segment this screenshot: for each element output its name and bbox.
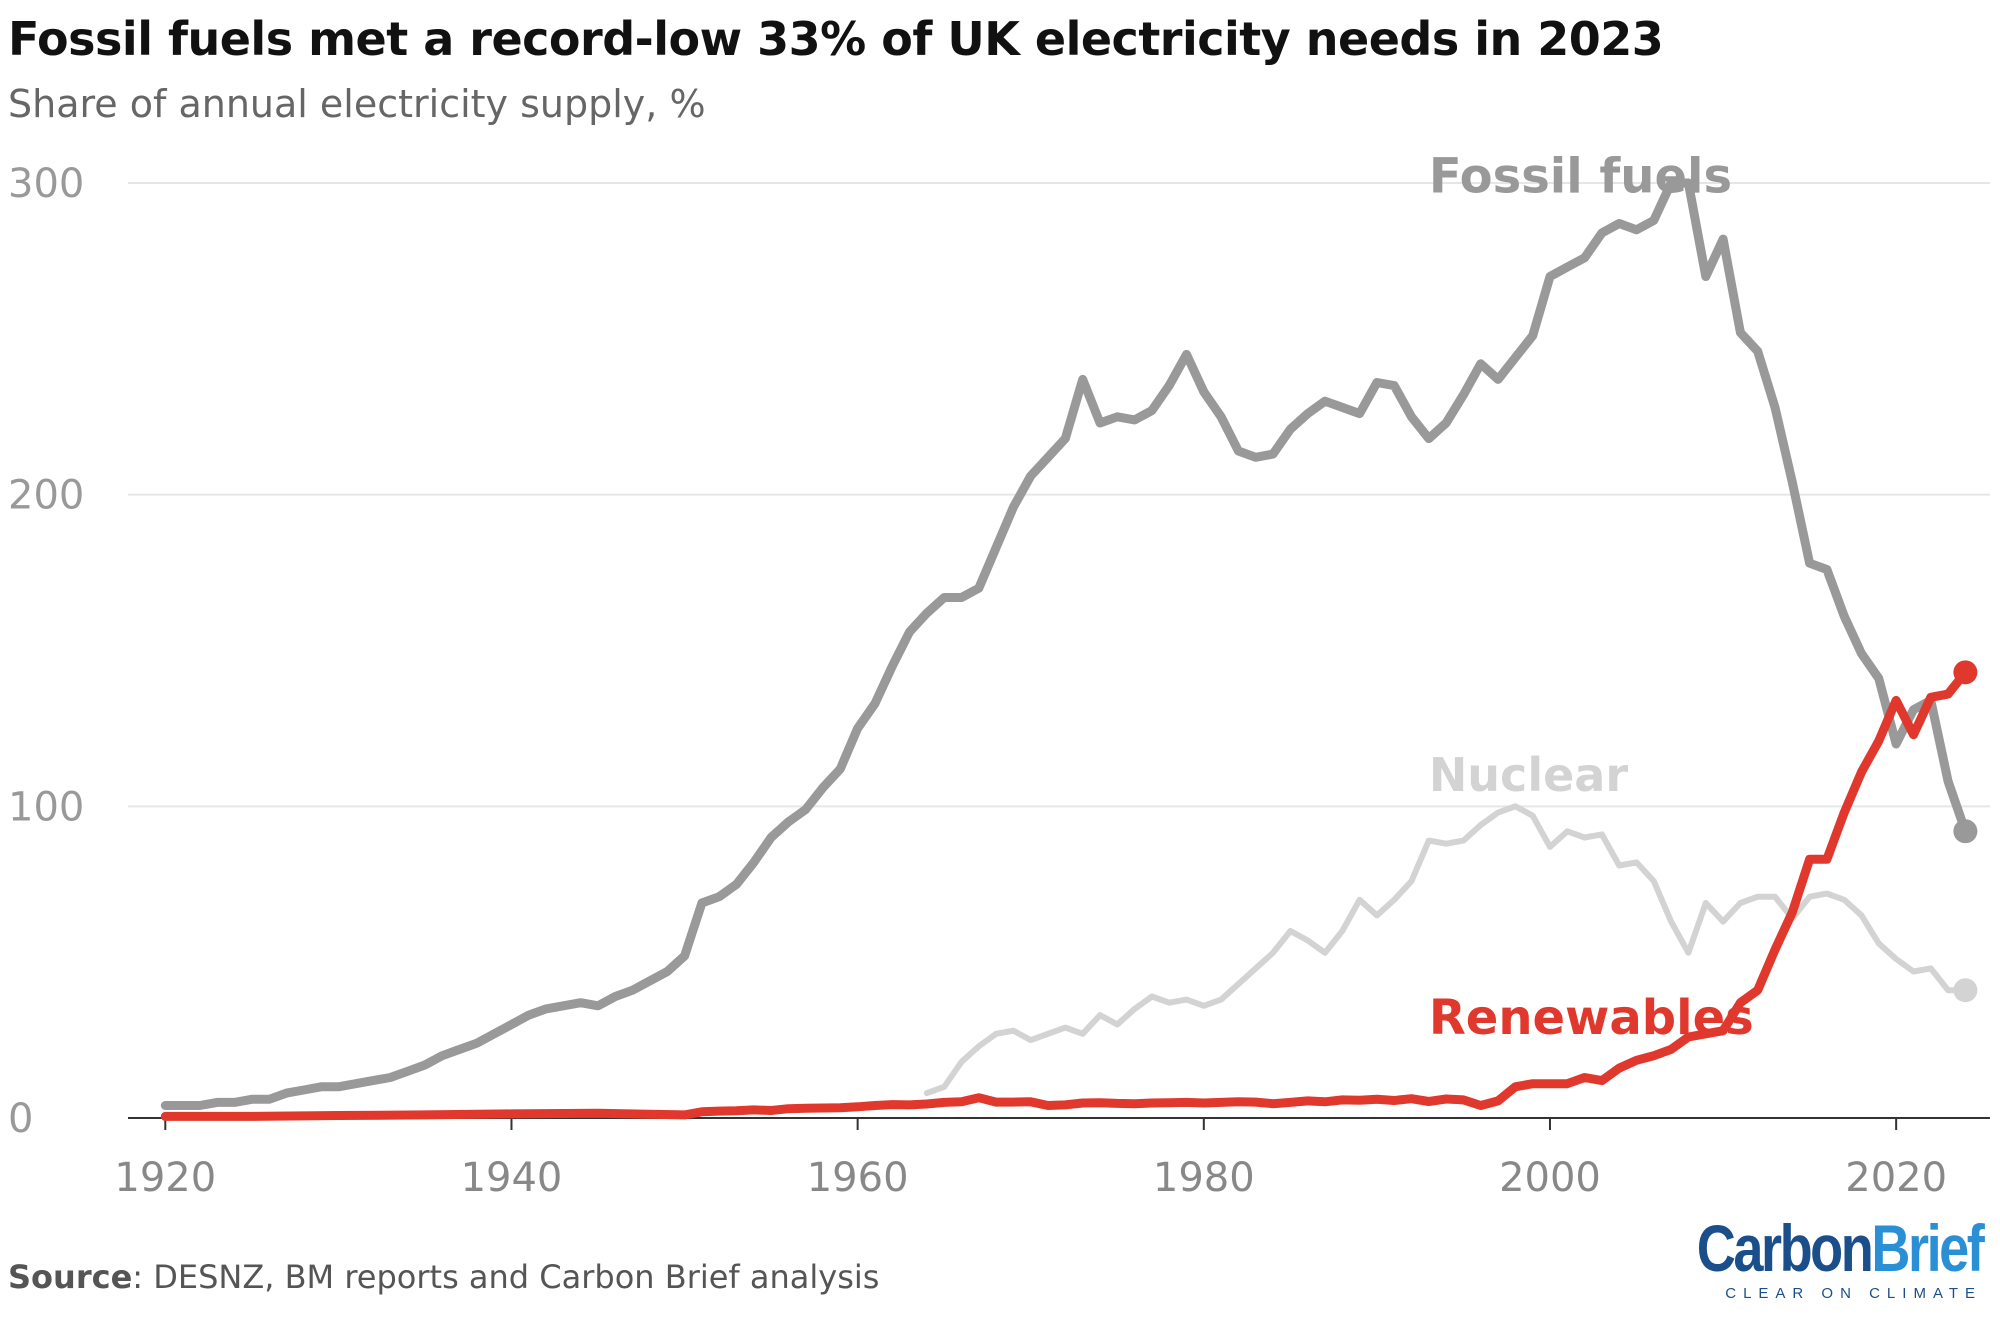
source-text: : DESNZ, BM reports and Carbon Brief ana…: [132, 1258, 880, 1296]
source-note: Source: DESNZ, BM reports and Carbon Bri…: [8, 1258, 879, 1296]
carbon-brief-logo[interactable]: CarbonBrief CLEAR ON CLIMATE: [1634, 1215, 1984, 1302]
logo-tagline: CLEAR ON CLIMATE: [1725, 1285, 1982, 1302]
nuclear-line: [923, 803, 1969, 1097]
y-tick-label: 200: [8, 473, 84, 519]
renewables-label: Renewables: [1429, 990, 1754, 1046]
x-tick-label: 2020: [1845, 1155, 1947, 1201]
renewables-line: [160, 667, 1970, 1121]
axis-layer: 0 100 200 300 1920 1940 1960 1980 2000 2020: [8, 161, 1947, 1201]
logo-brief: Brief: [1870, 1211, 1984, 1285]
fossil-fuels-label: Fossil fuels: [1429, 148, 1732, 204]
logo-wordmark: CarbonBrief: [1696, 1215, 1984, 1281]
logo-carbon: Carbon: [1696, 1211, 1873, 1285]
chart-title: Fossil fuels met a record-low 33% of UK …: [8, 12, 1664, 66]
y-tick-label: 100: [8, 784, 84, 830]
fossil-fuels-end-marker: [1953, 819, 1978, 844]
x-tick-label: 1920: [114, 1155, 216, 1201]
x-tick-label: 1960: [807, 1155, 909, 1201]
y-tick-label: 300: [8, 161, 84, 207]
chart-subtitle: Share of annual electricity supply, %: [8, 82, 706, 126]
x-tick-label: 1940: [461, 1155, 563, 1201]
nuclear-label: Nuclear: [1429, 748, 1629, 802]
x-tick-label: 1980: [1153, 1155, 1255, 1201]
x-tick-label: 2000: [1499, 1155, 1601, 1201]
y-tick-label: 0: [8, 1096, 33, 1142]
source-label: Source: [8, 1258, 133, 1296]
renewables-end-marker: [1953, 660, 1978, 685]
series-layer: [160, 178, 1978, 1121]
grid-layer: [128, 182, 1990, 1119]
fossil-fuels-line: [160, 178, 1970, 1110]
nuclear-end-marker: [1953, 978, 1978, 1003]
label-layer: Nuclear Fossil fuels Renewables: [1429, 148, 1754, 1046]
